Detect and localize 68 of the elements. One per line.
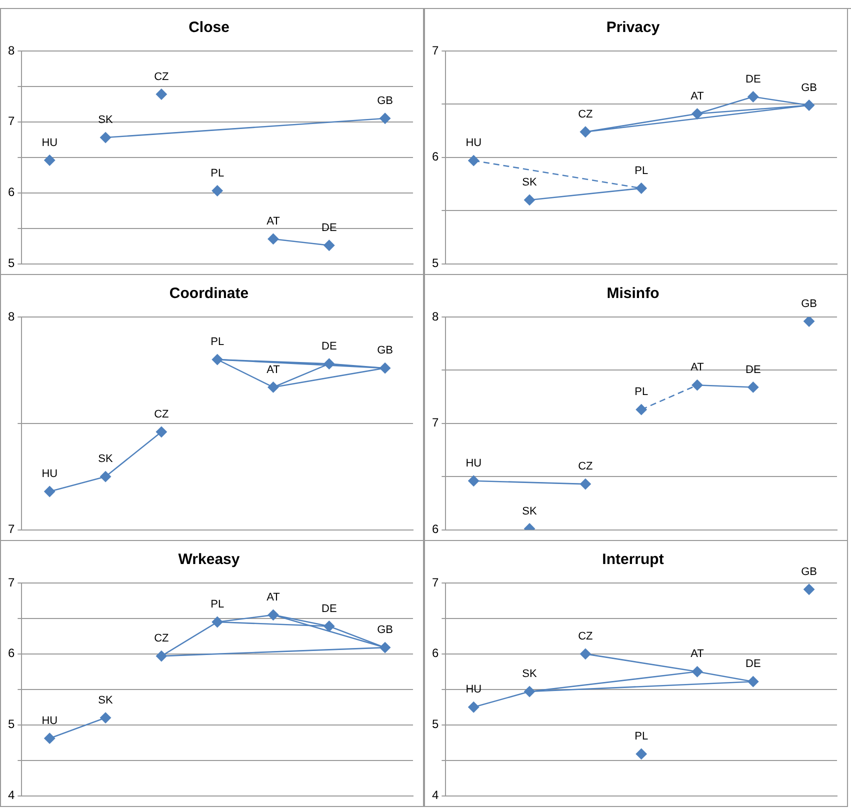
- y-tick-label: 7: [432, 416, 439, 430]
- data-label: AT: [690, 362, 704, 374]
- data-label: HU: [466, 137, 482, 150]
- data-label: HU: [42, 468, 58, 480]
- data-label: GB: [801, 298, 817, 310]
- data-label: PL: [210, 336, 224, 348]
- data-label: SK: [522, 176, 538, 188]
- data-label: CZ: [154, 70, 170, 83]
- y-tick-label: 4: [432, 788, 439, 802]
- data-label: CZ: [154, 632, 170, 645]
- y-tick-label: 8: [8, 43, 15, 58]
- data-label: AT: [266, 591, 280, 604]
- y-tick-label: 6: [432, 150, 439, 164]
- data-label: SK: [522, 505, 538, 518]
- data-label: GB: [801, 82, 817, 94]
- y-tick-label: 7: [432, 43, 439, 58]
- data-label: PL: [634, 730, 648, 742]
- data-label: HU: [466, 457, 482, 470]
- data-label: AT: [690, 90, 704, 102]
- data-label: CZ: [154, 408, 170, 420]
- data-label: PL: [210, 167, 224, 180]
- y-tick-label: 6: [432, 522, 439, 536]
- data-label: SK: [98, 694, 114, 706]
- y-tick-label: 5: [8, 717, 15, 732]
- y-tick-label: 7: [8, 114, 15, 128]
- y-tick-label: 8: [8, 309, 15, 324]
- y-tick-label: 6: [8, 185, 15, 200]
- data-label: GB: [377, 94, 393, 107]
- chart-title: Interrupt: [602, 551, 664, 568]
- data-label: PL: [634, 164, 648, 177]
- data-label: AT: [266, 216, 280, 228]
- y-tick-label: 5: [8, 256, 15, 270]
- data-label: DE: [322, 602, 337, 615]
- data-label: HU: [42, 136, 58, 149]
- chart-title: Privacy: [606, 19, 660, 36]
- data-label: AT: [266, 364, 280, 376]
- data-label: CZ: [578, 460, 594, 473]
- data-label: DE: [746, 364, 761, 376]
- y-tick-label: 4: [8, 788, 15, 802]
- y-tick-label: 7: [8, 575, 15, 590]
- data-label: SK: [522, 668, 538, 680]
- data-label: PL: [634, 386, 648, 398]
- chart-title: Coordinate: [169, 285, 249, 302]
- data-label: PL: [210, 598, 224, 611]
- chart-title: Wrkeasy: [178, 551, 240, 568]
- y-tick-label: 7: [432, 575, 439, 590]
- data-label: CZ: [578, 630, 594, 642]
- data-label: DE: [746, 73, 761, 86]
- data-label: GB: [377, 344, 393, 357]
- data-label: DE: [746, 658, 761, 670]
- data-label: CZ: [578, 108, 594, 120]
- data-label: AT: [690, 648, 704, 660]
- y-tick-label: 8: [432, 309, 439, 324]
- y-tick-label: 7: [8, 522, 15, 536]
- y-tick-label: 6: [8, 646, 15, 660]
- data-label: GB: [801, 566, 817, 578]
- data-label: DE: [322, 340, 337, 352]
- y-tick-label: 5: [432, 717, 439, 732]
- y-tick-label: 5: [432, 256, 439, 270]
- data-label: HU: [466, 684, 482, 696]
- data-label: HU: [42, 714, 58, 727]
- data-label: SK: [98, 453, 114, 466]
- data-label: DE: [322, 222, 337, 234]
- data-label: GB: [377, 624, 393, 636]
- data-label: SK: [98, 114, 114, 126]
- chart-title: Close: [188, 19, 230, 36]
- y-tick-label: 6: [432, 646, 439, 660]
- chart-title: Misinfo: [606, 285, 660, 302]
